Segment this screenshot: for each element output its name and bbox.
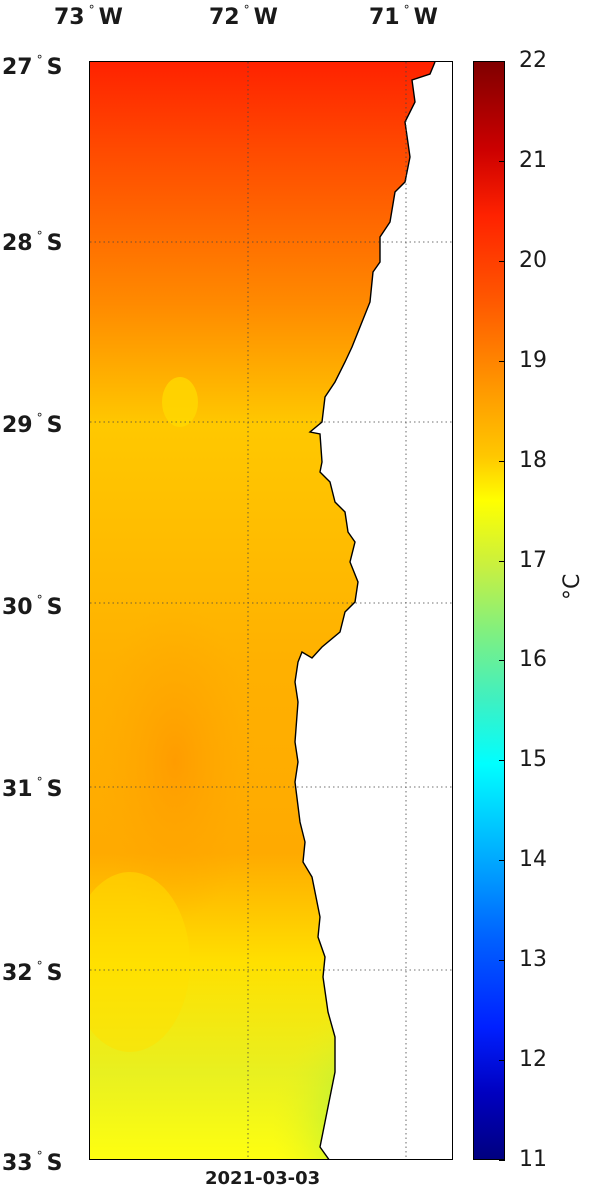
colorbar-tick-mark <box>499 360 505 362</box>
colorbar-tick-mark <box>499 1060 505 1062</box>
colorbar <box>473 61 505 1160</box>
lat-label-29s: 29 ° S <box>2 411 63 438</box>
colorbar-unit: °C <box>560 573 585 600</box>
lat-label-31s: 31 ° S <box>2 775 63 802</box>
lon-label-71w: 71 ° W <box>369 3 438 30</box>
lat-label-27s: 27 ° S <box>2 53 63 80</box>
colorbar-tick-label: 19 <box>519 347 547 373</box>
colorbar-tick-label: 17 <box>519 547 547 573</box>
colorbar-tick-mark <box>499 560 505 562</box>
colorbar-tick-mark <box>499 460 505 462</box>
colorbar-tick-label: 22 <box>519 48 547 73</box>
lat-label-30s: 30 ° S <box>2 593 63 620</box>
colorbar-tick-label: 18 <box>519 447 547 473</box>
colorbar-tick-label: 15 <box>519 747 547 773</box>
lat-label-28s: 28 ° S <box>2 229 63 256</box>
colorbar-tick-label: 16 <box>519 647 547 673</box>
sst-map <box>89 61 453 1160</box>
colorbar-tick-label: 11 <box>519 1147 547 1172</box>
sst-field <box>90 62 452 1159</box>
lon-label-72w: 72 ° W <box>209 3 278 30</box>
colorbar-tick-mark <box>499 760 505 762</box>
colorbar-tick-label: 14 <box>519 847 547 873</box>
map-date: 2021-03-03 <box>205 1168 321 1189</box>
land-mass <box>295 62 452 1159</box>
graticule <box>90 62 452 1159</box>
colorbar-tick-mark <box>499 61 505 62</box>
colorbar-tick-mark <box>499 860 505 862</box>
colorbar-tick-label: 12 <box>519 1047 547 1073</box>
lat-label-33s: 33 ° S <box>2 1149 63 1176</box>
colorbar-tick-label: 20 <box>519 247 547 273</box>
colorbar-tick-mark <box>499 1160 505 1161</box>
colorbar-tick-mark <box>499 660 505 662</box>
lon-label-73w: 73 ° W <box>54 3 123 30</box>
colorbar-tick-mark <box>499 260 505 262</box>
colorbar-tick-mark <box>499 160 505 162</box>
lat-label-32s: 32 ° S <box>2 959 63 986</box>
colorbar-tick-label: 21 <box>519 147 547 173</box>
colorbar-tick-label: 13 <box>519 947 547 973</box>
colorbar-tick-mark <box>499 960 505 962</box>
